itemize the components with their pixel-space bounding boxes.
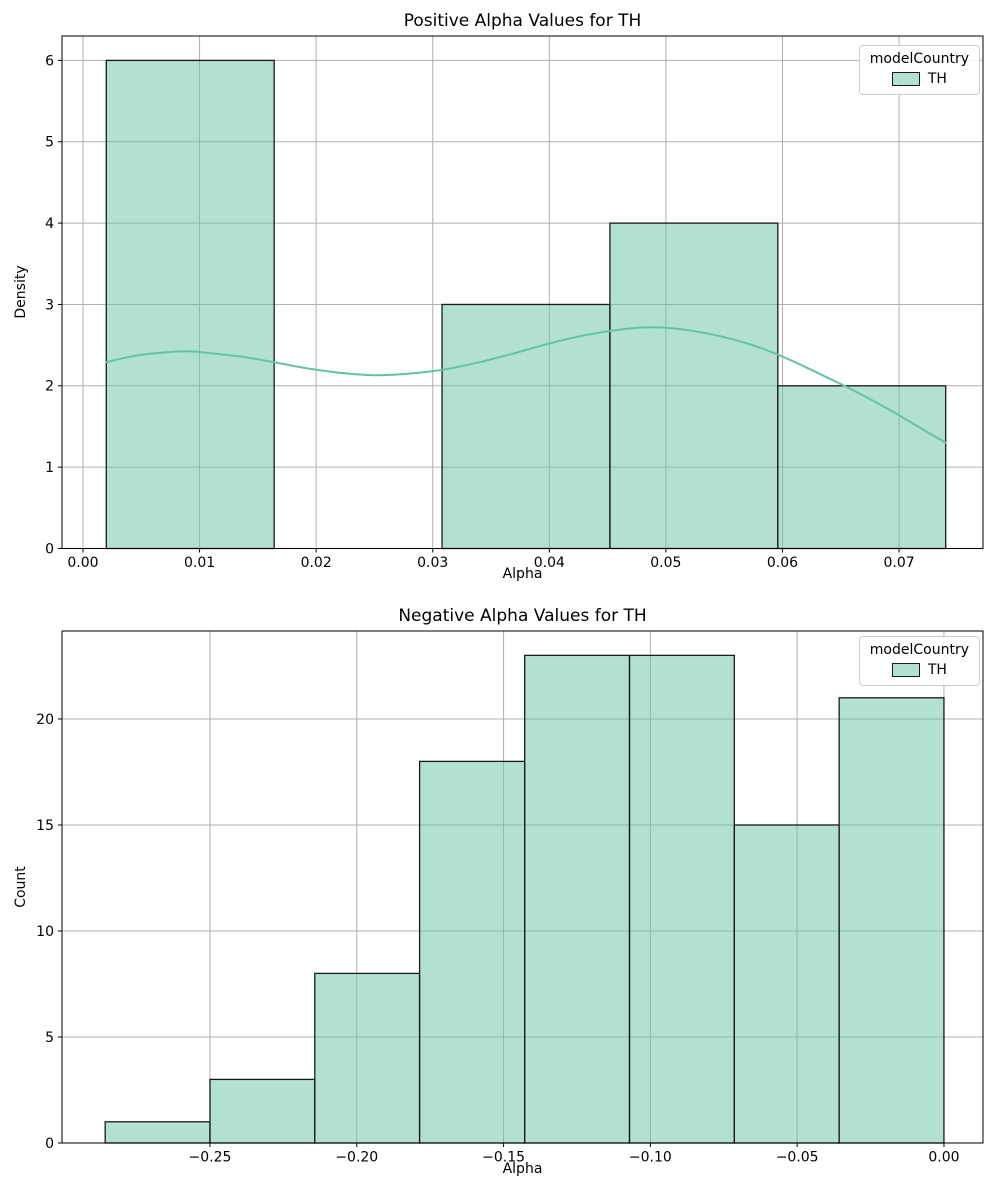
histogram-bar bbox=[733, 824, 840, 1144]
legend-entry: TH bbox=[870, 71, 969, 87]
histogram-bar bbox=[777, 385, 947, 550]
chart-title-positive: Positive Alpha Values for TH bbox=[403, 11, 642, 31]
y-tick-label: 1 bbox=[45, 460, 54, 476]
x-tick-label: 0.00 bbox=[67, 555, 98, 571]
legend-bottom: modelCountry TH bbox=[858, 636, 980, 686]
legend-title: modelCountry bbox=[869, 51, 969, 67]
y-tick-label: 5 bbox=[45, 1030, 54, 1046]
y-tick-label: 20 bbox=[36, 712, 54, 728]
y-tick-label: 15 bbox=[36, 818, 54, 834]
x-tick-label: 0.00 bbox=[928, 1150, 959, 1166]
y-axis-label-density: Density bbox=[13, 265, 29, 319]
legend-swatch bbox=[891, 72, 920, 86]
y-tick-label: 10 bbox=[36, 924, 54, 940]
axes-frame bbox=[61, 35, 984, 549]
x-tick-label: 0.07 bbox=[883, 555, 914, 571]
x-tick-label: −0.25 bbox=[189, 1150, 232, 1166]
histogram-bar bbox=[104, 1121, 211, 1144]
y-tick-label: 3 bbox=[45, 297, 54, 313]
histogram-bar bbox=[418, 760, 526, 1144]
histogram-bar bbox=[609, 222, 779, 550]
histogram-bar bbox=[524, 654, 631, 1144]
y-tick-label: 6 bbox=[45, 53, 54, 69]
chart-title-negative: Negative Alpha Values for TH bbox=[398, 606, 647, 626]
axes-frame bbox=[61, 630, 984, 1144]
x-axis-label-alpha-top: Alpha bbox=[502, 566, 543, 582]
legend-entry-label: TH bbox=[927, 71, 947, 87]
x-tick-label: 0.02 bbox=[301, 555, 332, 571]
x-tick-label: 0.04 bbox=[534, 555, 565, 571]
kde-curve bbox=[105, 326, 947, 444]
legend-top: modelCountry TH bbox=[858, 45, 980, 95]
histogram-bar bbox=[314, 972, 421, 1144]
x-tick-label: 0.03 bbox=[417, 555, 448, 571]
x-tick-label: 0.05 bbox=[650, 555, 681, 571]
y-axis-label-count: Count bbox=[13, 866, 29, 908]
axes-positive: 0.00 0.01 0.02 0.03 0.04 0.05 0.06 0.07 0 1 2 3 4 5 6 bbox=[45, 35, 984, 571]
histogram-bar bbox=[628, 654, 735, 1144]
y-tick-label: 0 bbox=[45, 541, 54, 557]
axes-negative: −0.25 −0.20 −0.15 −0.10 −0.05 0.00 0 5 10 15 20 bbox=[36, 630, 984, 1166]
legend-entry-label: TH bbox=[927, 662, 947, 678]
y-tick-label: 4 bbox=[45, 216, 54, 232]
legend-title: modelCountry bbox=[869, 642, 969, 658]
legend-swatch bbox=[891, 663, 920, 677]
histogram-bar bbox=[105, 59, 275, 550]
y-tick-label: 5 bbox=[45, 135, 54, 151]
x-tick-label: −0.05 bbox=[776, 1150, 819, 1166]
y-tick-label: 2 bbox=[45, 379, 54, 395]
histogram-bar bbox=[441, 303, 611, 550]
x-tick-label: 0.01 bbox=[184, 555, 215, 571]
x-axis-label-alpha-bottom: Alpha bbox=[502, 1161, 543, 1177]
x-tick-label: 0.06 bbox=[767, 555, 798, 571]
histogram-bar bbox=[838, 697, 945, 1144]
histogram-bar bbox=[209, 1078, 316, 1144]
x-tick-label: −0.20 bbox=[335, 1150, 378, 1166]
x-tick-label: −0.10 bbox=[629, 1150, 672, 1166]
legend-entry: TH bbox=[870, 662, 969, 678]
x-tick-label: −0.15 bbox=[482, 1150, 525, 1166]
y-tick-label: 0 bbox=[45, 1136, 54, 1152]
